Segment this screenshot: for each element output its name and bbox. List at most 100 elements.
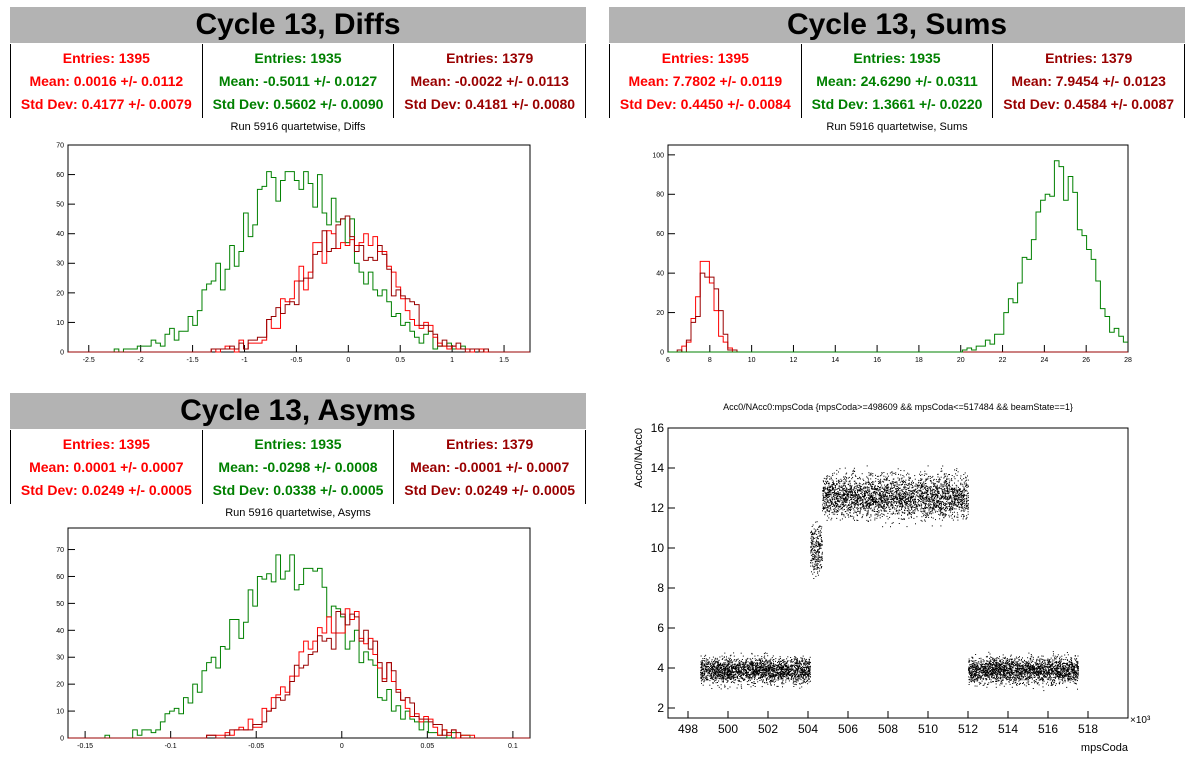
data-point: [721, 675, 723, 677]
data-point: [898, 493, 900, 495]
data-point: [902, 481, 903, 482]
data-point: [813, 551, 815, 553]
data-point: [806, 661, 808, 663]
data-point: [869, 483, 871, 485]
data-point: [816, 567, 818, 568]
data-point: [924, 487, 925, 489]
data-point: [866, 510, 868, 512]
data-point: [786, 674, 788, 676]
data-point: [840, 497, 842, 499]
data-point: [853, 467, 855, 469]
data-point: [850, 497, 852, 499]
data-point: [705, 662, 707, 664]
x-tick-label: 504: [798, 722, 818, 736]
data-point: [946, 482, 948, 484]
data-point: [769, 677, 771, 679]
data-point: [914, 512, 916, 514]
data-point: [799, 666, 801, 667]
data-point: [716, 665, 718, 667]
data-point: [720, 667, 722, 669]
data-point: [719, 674, 721, 675]
data-point: [877, 508, 878, 510]
data-point: [873, 501, 874, 503]
data-point: [929, 513, 931, 515]
data-point: [928, 499, 930, 501]
data-point: [888, 480, 890, 481]
data-point: [727, 674, 729, 675]
data-point: [854, 507, 856, 508]
stat-entries: Entries: 1395: [62, 436, 150, 453]
data-point: [717, 668, 719, 670]
data-point: [884, 508, 886, 510]
data-point: [769, 659, 771, 661]
data-point: [704, 674, 705, 676]
data-point: [738, 673, 740, 675]
data-point: [880, 502, 882, 504]
data-point: [960, 477, 961, 479]
data-point: [807, 666, 809, 668]
data-point: [752, 662, 753, 664]
data-point: [742, 674, 744, 676]
data-point: [716, 668, 718, 670]
data-point: [866, 476, 868, 478]
data-point: [776, 679, 778, 681]
data-point: [818, 558, 820, 560]
data-point: [721, 668, 723, 670]
data-point: [751, 662, 753, 664]
data-point: [741, 668, 743, 670]
data-point: [858, 478, 860, 480]
data-point: [830, 501, 832, 503]
data-point: [938, 491, 940, 492]
data-point: [925, 500, 927, 502]
data-point: [872, 481, 874, 483]
data-point: [910, 513, 911, 515]
data-point: [727, 673, 729, 675]
data-point: [713, 661, 715, 663]
data-point: [935, 510, 937, 512]
data-point: [951, 480, 953, 482]
data-point: [962, 510, 964, 512]
data-point: [793, 664, 795, 666]
data-point: [958, 492, 960, 494]
data-point: [909, 495, 911, 497]
data-point: [871, 509, 873, 511]
data-point: [815, 545, 817, 547]
data-point: [748, 675, 750, 677]
data-point: [946, 489, 948, 491]
data-point: [836, 514, 838, 515]
data-point: [801, 671, 803, 672]
data-point: [765, 661, 767, 663]
data-point: [901, 507, 903, 509]
data-point: [800, 676, 802, 678]
data-point: [767, 665, 769, 667]
data-point: [753, 681, 755, 683]
data-point: [902, 491, 904, 493]
data-point: [938, 481, 940, 483]
data-point: [705, 664, 707, 665]
data-point: [800, 679, 802, 681]
data-point: [809, 676, 811, 678]
data-point: [795, 680, 797, 682]
data-point: [764, 665, 766, 667]
data-point: [758, 677, 759, 679]
data-point: [881, 491, 883, 492]
data-point: [859, 488, 861, 490]
data-point: [832, 494, 834, 496]
data-point: [701, 682, 702, 684]
sums-stat-box-1: Entries: 1395 Mean: 7.7802 +/- 0.0119 St…: [609, 44, 802, 118]
data-point: [701, 663, 703, 665]
data-point: [924, 491, 926, 493]
data-point: [730, 676, 732, 678]
data-point: [817, 541, 819, 543]
data-point: [942, 496, 944, 498]
data-point: [944, 481, 946, 483]
data-point: [904, 512, 906, 514]
data-point: [930, 507, 932, 509]
data-point: [808, 669, 810, 671]
data-point: [782, 660, 783, 661]
data-point: [779, 673, 781, 675]
data-point: [920, 483, 922, 484]
data-point: [939, 498, 941, 500]
data-point: [859, 487, 861, 489]
data-point: [929, 504, 931, 506]
